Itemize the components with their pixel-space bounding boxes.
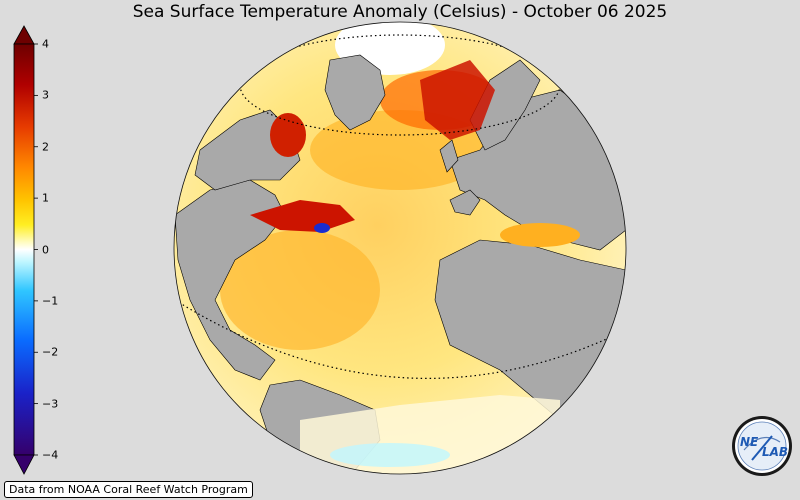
logo-text-left: NE xyxy=(740,435,759,449)
colorbar-tick-label: −4 xyxy=(42,448,59,462)
greenland-land xyxy=(324,54,386,131)
cool-anomaly-region xyxy=(330,443,450,467)
colorbar-tick-label: −2 xyxy=(42,345,59,359)
iberia-land xyxy=(449,189,481,216)
nordic-seas-warm xyxy=(420,60,495,140)
logo-text-right: LAB xyxy=(762,445,788,459)
nexlab-logo: NE LAB xyxy=(732,416,792,476)
hudson-bay-warm xyxy=(270,113,306,157)
colorbar-tick-label: 2 xyxy=(42,140,49,154)
data-credit: Data from NOAA Coral Reef Watch Program xyxy=(4,481,253,498)
warm-anomaly-region xyxy=(220,230,380,350)
uk-land xyxy=(439,139,459,173)
gulf-stream-warm xyxy=(250,200,355,232)
globe-outline xyxy=(173,21,627,475)
colorbar-tick-label: 1 xyxy=(42,191,49,205)
cold-eddy xyxy=(314,223,330,233)
north-america-land xyxy=(174,179,286,381)
mediterranean-warm xyxy=(500,223,580,247)
scandinavia-land xyxy=(469,59,541,151)
colorbar-tick-label: −3 xyxy=(42,397,59,411)
colorbar-tick-label: 4 xyxy=(42,37,49,51)
map-title: Sea Surface Temperature Anomaly (Celsius… xyxy=(132,2,668,22)
colorbar-tick-label: 0 xyxy=(42,243,49,256)
colorbar-tick-label: −1 xyxy=(42,294,59,308)
colorbar: 4 3 2 1 0 −1 −2 −3 −4 xyxy=(10,24,70,476)
colorbar-tick-label: 3 xyxy=(42,88,49,102)
colorbar-gradient xyxy=(13,25,38,475)
